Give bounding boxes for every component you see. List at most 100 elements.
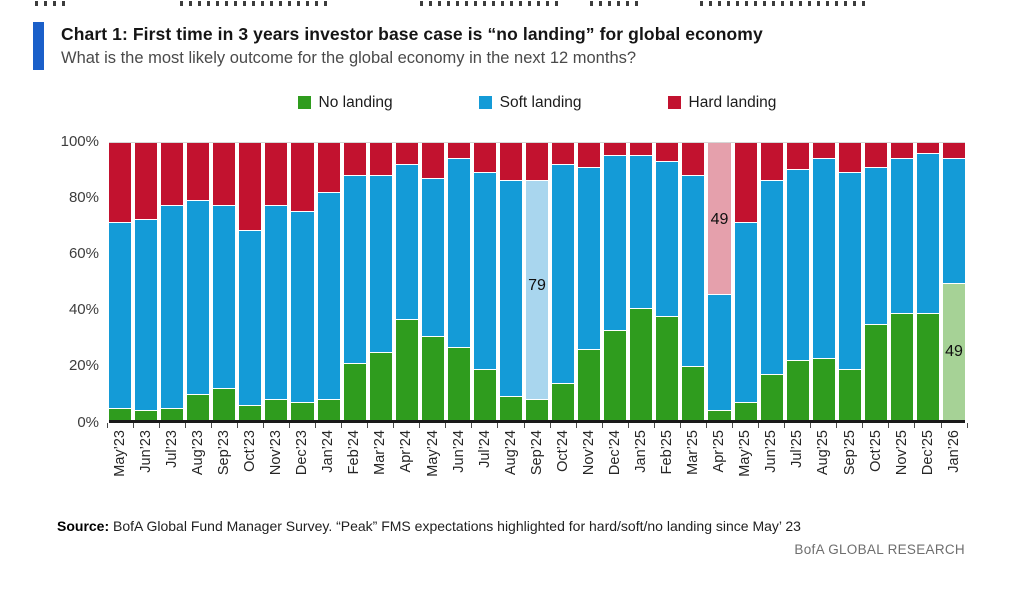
bar-feb-25 [656,142,679,420]
segment-soft-landing [943,159,966,284]
bar-dec-24 [604,142,627,420]
x-axis-cell: Oct’24 [552,422,577,472]
bar-jul-23 [161,142,184,420]
bar-value-label: 49 [945,343,963,361]
y-axis-label: 40% [68,301,99,319]
x-axis-cell: May’25 [735,422,760,477]
x-axis-label: Aug’25 [815,429,832,475]
bar-sep-25 [838,142,861,420]
x-axis-cell: Nov’23 [265,422,291,475]
bar-may-25 [734,142,757,420]
bar-jun-23 [135,142,158,420]
bar-apr-25: 49 [708,142,731,420]
source-line: Source: BofA Global Fund Manager Survey.… [57,517,965,535]
segment-hard-landing [552,142,575,165]
segment-soft-landing [890,159,913,315]
legend-item-hard-landing: Hard landing [667,93,777,112]
segment-no-landing [499,397,522,420]
segment-soft-landing [786,170,809,362]
bar-dec-23 [291,142,314,420]
segment-no-landing [213,389,236,420]
bar-may-24 [421,142,444,420]
bar-jul-25 [786,142,809,420]
bar-jul-24 [473,142,496,420]
segment-soft-landing [760,181,783,376]
segment-no-landing [552,383,575,420]
segment-no-landing [369,353,392,420]
legend-label: Hard landing [688,93,777,111]
legend-label: Soft landing [499,93,582,111]
x-axis-label: Apr’24 [398,429,415,473]
x-axis-label: Sep’24 [528,429,545,475]
segment-no-landing [916,314,939,420]
x-axis-label: May’25 [737,429,754,477]
bar-feb-24 [343,142,366,420]
bar-oct-24 [552,142,575,420]
y-axis-label: 80% [68,188,99,206]
segment-no-landing [578,350,601,420]
x-axis-cell: Nov’25 [891,422,916,475]
cropped-text-fragment [700,1,870,6]
segment-no-landing [239,405,262,420]
chart-title: Chart 1: First time in 3 years investor … [61,24,763,44]
y-axis: 0% 20% 40% 60% 80% 100% [57,133,109,431]
bar-jan-25 [630,142,653,420]
segment-hard-landing [343,142,366,176]
segment-soft-landing [421,178,444,337]
segment-no-landing [109,408,132,420]
bar-aug-24 [499,142,522,420]
segment-soft-landing [656,162,679,318]
segment-soft-landing [812,159,835,359]
chart-header: Chart 1: First time in 3 years investor … [33,22,965,70]
legend-item-soft-landing: Soft landing [478,93,582,112]
x-axis-cell: Mar’25 [682,422,708,475]
segment-hard-landing [317,142,340,193]
bar-value-label: 49 [710,210,729,228]
bar-jan-26: 49 [943,142,966,420]
segment-soft-landing [604,156,627,331]
page-root: Chart 1: First time in 3 years investor … [33,1,968,557]
x-axis-cell: Jan’25 [630,422,655,472]
y-axis-label: 100% [60,132,99,150]
x-axis-label: Jun’23 [137,429,154,473]
legend-label: No landing [318,93,393,111]
cropped-text-fragment [420,1,560,6]
x-axis-cell: Oct’25 [865,422,890,472]
x-axis-label: Nov’24 [580,429,597,475]
segment-hard-landing [578,142,601,168]
segment-no-landing-peak [943,283,966,420]
segment-no-landing [864,325,887,420]
segment-soft-landing [109,222,132,409]
segment-soft-landing [213,206,236,390]
x-axis-cell: Aug’25 [813,422,838,475]
segment-hard-landing [369,142,392,176]
y-axis-label: 20% [68,357,99,375]
segment-hard-landing [499,142,522,182]
segment-no-landing [265,400,288,420]
bar-jun-25 [760,142,783,420]
segment-no-landing [421,336,444,420]
x-axis-label: Nov’25 [893,429,910,475]
bar-value-label: 79 [528,277,546,294]
title-block: Chart 1: First time in 3 years investor … [61,22,763,70]
bar-nov-23 [265,142,288,420]
segment-hard-landing [760,142,783,182]
segment-no-landing [890,314,913,420]
segment-hard-landing [656,142,679,163]
segment-soft-landing [369,175,392,354]
x-axis-cell: Feb’24 [344,422,369,474]
source-label: Source: [57,517,110,534]
x-axis-cell: Jul’25 [787,422,812,468]
x-axis-cell: Jun’25 [761,422,786,473]
segment-no-landing [447,347,470,420]
x-axis-label: Dec’24 [606,429,623,475]
x-axis-label: Jun’25 [763,429,780,473]
segment-no-landing [812,358,835,420]
x-axis-cell: Apr’25 [708,422,734,472]
segment-hard-landing [812,142,835,160]
legend-swatch-soft-landing [478,96,492,110]
segment-no-landing [187,394,210,420]
legend: No landing Soft landing Hard landing [109,94,965,112]
segment-soft-landing [473,173,496,370]
segment-hard-landing [395,142,418,165]
